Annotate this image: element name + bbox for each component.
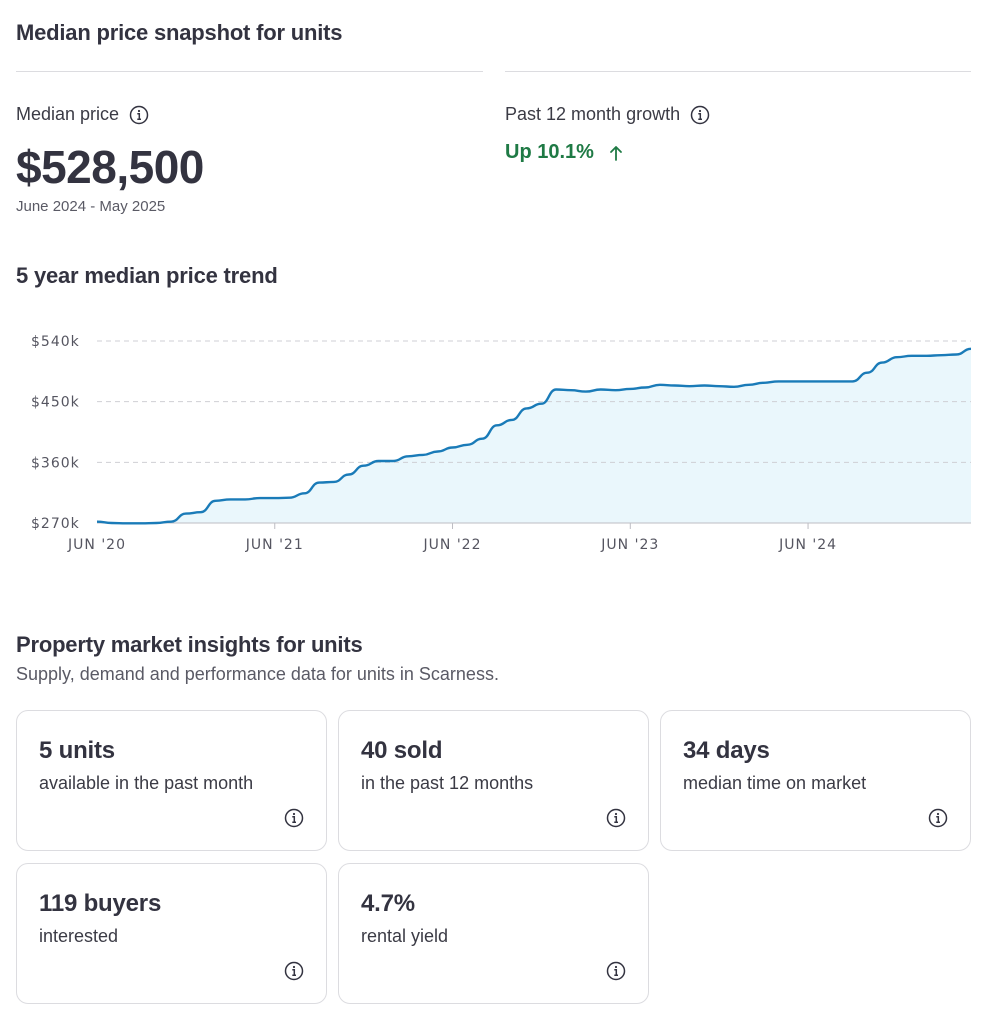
info-icon[interactable] xyxy=(928,808,948,828)
card-label: available in the past month xyxy=(39,773,254,793)
insight-card-rental-yield: 4.7% rental yield xyxy=(338,863,649,1004)
x-tick-label: JUN '20 xyxy=(67,537,126,553)
median-price-value: $528,500 xyxy=(16,141,204,193)
card-value: 34 days xyxy=(683,737,770,764)
insight-card-buyers: 119 buyers interested xyxy=(16,863,327,1004)
x-tick-label: JUN '21 xyxy=(245,537,304,553)
insights-subtitle: Supply, demand and performance data for … xyxy=(16,664,499,684)
growth-value: Up 10.1% xyxy=(505,141,594,163)
y-tick-label: $270k xyxy=(31,516,80,532)
x-tick-label: JUN '24 xyxy=(778,537,837,553)
card-value: 119 buyers xyxy=(39,890,162,917)
snapshot-title: Median price snapshot for units xyxy=(16,20,343,45)
card-label: in the past 12 months xyxy=(361,773,534,793)
info-icon[interactable] xyxy=(129,105,149,125)
insight-card-units-available: 5 units available in the past month xyxy=(16,710,327,851)
card-label: median time on market xyxy=(683,773,867,793)
card-value: 5 units xyxy=(39,737,115,764)
card-label: rental yield xyxy=(361,926,449,946)
card-value: 4.7% xyxy=(361,890,415,917)
chart-series-line xyxy=(96,347,972,525)
info-icon[interactable] xyxy=(606,961,626,981)
insight-card-days-on-market: 34 days median time on market xyxy=(660,710,971,851)
insight-card-sold: 40 sold in the past 12 months xyxy=(338,710,649,851)
divider-left xyxy=(16,71,483,72)
growth-row: Up 10.1% xyxy=(505,141,624,164)
price-trend-chart: $270k $360k $450k $540k JUN '20 JUN '21 JUN '2… xyxy=(0,318,990,568)
y-tick-label: $360k xyxy=(31,455,80,471)
median-price-label: Median price xyxy=(16,104,120,124)
card-value: 40 sold xyxy=(361,737,443,764)
y-tick-label: $450k xyxy=(31,395,80,411)
x-tick-label: JUN '23 xyxy=(600,537,659,553)
y-tick-label: $540k xyxy=(31,334,80,350)
chart-area-fill xyxy=(97,348,971,524)
info-icon[interactable] xyxy=(284,808,304,828)
price-trend-chart-svg: $270k $360k $450k $540k JUN '20 JUN '21 JUN '2… xyxy=(31,334,972,553)
divider-right xyxy=(505,71,971,72)
info-icon[interactable] xyxy=(284,961,304,981)
arrow-up-icon xyxy=(610,145,622,161)
info-icon[interactable] xyxy=(606,808,626,828)
median-price-label-row: Median price xyxy=(16,104,149,125)
info-icon[interactable] xyxy=(690,105,710,125)
x-tick-label: JUN '22 xyxy=(423,537,482,553)
card-label: interested xyxy=(39,926,119,946)
trend-title: 5 year median price trend xyxy=(16,263,278,288)
growth-label: Past 12 month growth xyxy=(505,104,681,124)
growth-label-row: Past 12 month growth xyxy=(505,104,710,125)
insights-title: Property market insights for units xyxy=(16,632,363,657)
median-price-period: June 2024 - May 2025 xyxy=(16,198,166,215)
